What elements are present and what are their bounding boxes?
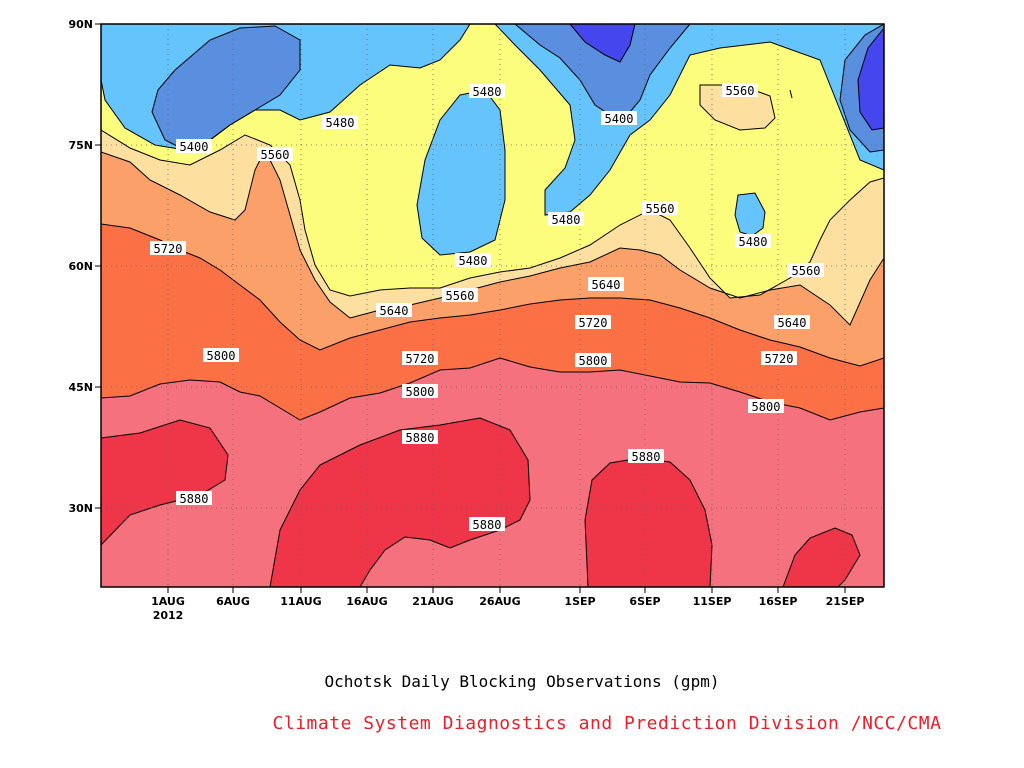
band-deep-low-northcentral: [570, 24, 635, 62]
contour-label: 5480: [322, 115, 358, 130]
svg-text:5480: 5480: [552, 213, 581, 227]
svg-text:5720: 5720: [579, 316, 608, 330]
svg-text:5880: 5880: [473, 518, 502, 532]
svg-text:5720: 5720: [406, 352, 435, 366]
band-5400-5480-central: [417, 90, 505, 255]
y-tick-label: 75N: [68, 139, 93, 152]
contour-label: 5800: [203, 348, 239, 363]
svg-text:5640: 5640: [778, 316, 807, 330]
contour-labels: 5400 5400 5480 5480 5480 5480 5480 5560 …: [150, 83, 824, 532]
y-tick-label: 30N: [68, 502, 93, 515]
contour-label: 5880: [176, 491, 212, 506]
contour-label: 5800: [748, 399, 784, 414]
svg-text:5400: 5400: [605, 112, 634, 126]
svg-text:5480: 5480: [473, 85, 502, 99]
band-above-5880-southeast: [783, 528, 860, 587]
contour-label: 5480: [735, 234, 771, 249]
x-tick-label: 11SEP: [693, 595, 732, 608]
y-tick-label: 60N: [68, 260, 93, 273]
band-below-5400-northcentral: [515, 24, 690, 115]
band-above-5880-south: [585, 458, 712, 587]
svg-text:5560: 5560: [446, 289, 475, 303]
svg-text:5480: 5480: [739, 235, 768, 249]
y-tick-label: 90N: [68, 18, 93, 31]
contour-label: 5720: [575, 315, 611, 330]
plot-frame: [100, 23, 885, 588]
contour-label: 5400: [601, 111, 637, 126]
svg-text:5720: 5720: [765, 352, 794, 366]
contour-label: 5640: [588, 277, 624, 292]
svg-text:5720: 5720: [154, 242, 183, 256]
svg-text:5800: 5800: [406, 385, 435, 399]
x-year-label: 2012: [153, 609, 184, 622]
x-tick-label: 1SEP: [564, 595, 595, 608]
svg-text:5800: 5800: [752, 400, 781, 414]
contour-fills: [101, 24, 884, 587]
band-below-5400-west: [152, 26, 300, 150]
contour-label: 5640: [774, 315, 810, 330]
svg-text:5880: 5880: [406, 431, 435, 445]
contour-label: 5560: [642, 201, 678, 216]
svg-text:5560: 5560: [261, 148, 290, 162]
svg-text:5400: 5400: [180, 140, 209, 154]
x-tick-label: 21AUG: [412, 595, 453, 608]
y-axis: 90N 75N 60N 45N 30N: [68, 18, 101, 515]
gridlines: [101, 24, 884, 587]
x-tick-label: 21SEP: [826, 595, 865, 608]
x-tick-label: 6AUG: [216, 595, 250, 608]
contour-label: 5560: [257, 147, 293, 162]
svg-text:5560: 5560: [726, 84, 755, 98]
contour-label: 5800: [402, 384, 438, 399]
contour-label: 5720: [761, 351, 797, 366]
contour-label: 5560: [442, 288, 478, 303]
contour-lines: [101, 24, 884, 587]
x-tick-label: 1AUG: [151, 595, 185, 608]
svg-text:5480: 5480: [459, 254, 488, 268]
contour-label: 5480: [548, 212, 584, 227]
contour-label: 5640: [376, 303, 412, 318]
contour-label: 5800: [575, 353, 611, 368]
svg-text:5560: 5560: [646, 202, 675, 216]
y-tick-label: 45N: [68, 381, 93, 394]
contour-label: 5720: [150, 241, 186, 256]
contour-label: 5880: [469, 517, 505, 532]
x-tick-label: 16AUG: [346, 595, 387, 608]
x-tick-label: 26AUG: [479, 595, 520, 608]
band-above-5880-central: [270, 418, 530, 587]
credit-line: Climate System Diagnostics and Predictio…: [272, 713, 942, 734]
band-deep-low-east: [858, 28, 884, 130]
svg-text:5880: 5880: [180, 492, 209, 506]
contour-label: 5560: [722, 83, 758, 98]
x-tick-label: 16SEP: [759, 595, 798, 608]
x-axis: 1AUG 6AUG 11AUG 16AUG 21AUG 26AUG 1SEP 6…: [151, 587, 864, 622]
contour-label: 5880: [628, 449, 664, 464]
svg-text:5640: 5640: [380, 304, 409, 318]
svg-text:5640: 5640: [592, 278, 621, 292]
svg-text:5800: 5800: [579, 354, 608, 368]
band-5400-5480-east-blob: [735, 193, 765, 236]
contour-label: 5400: [176, 139, 212, 154]
svg-text:5880: 5880: [632, 450, 661, 464]
contour-label: 5560: [788, 263, 824, 278]
contour-label: 5480: [455, 253, 491, 268]
x-tick-label: 11AUG: [280, 595, 321, 608]
svg-text:5480: 5480: [326, 116, 355, 130]
svg-text:5560: 5560: [792, 264, 821, 278]
x-tick-label: 6SEP: [629, 595, 660, 608]
svg-text:5800: 5800: [207, 349, 236, 363]
chart-title: Ochotsk Daily Blocking Observations (gpm…: [324, 672, 720, 691]
contour-label: 5720: [402, 351, 438, 366]
contour-label: 5880: [402, 430, 438, 445]
contour-label: 5480: [469, 84, 505, 99]
